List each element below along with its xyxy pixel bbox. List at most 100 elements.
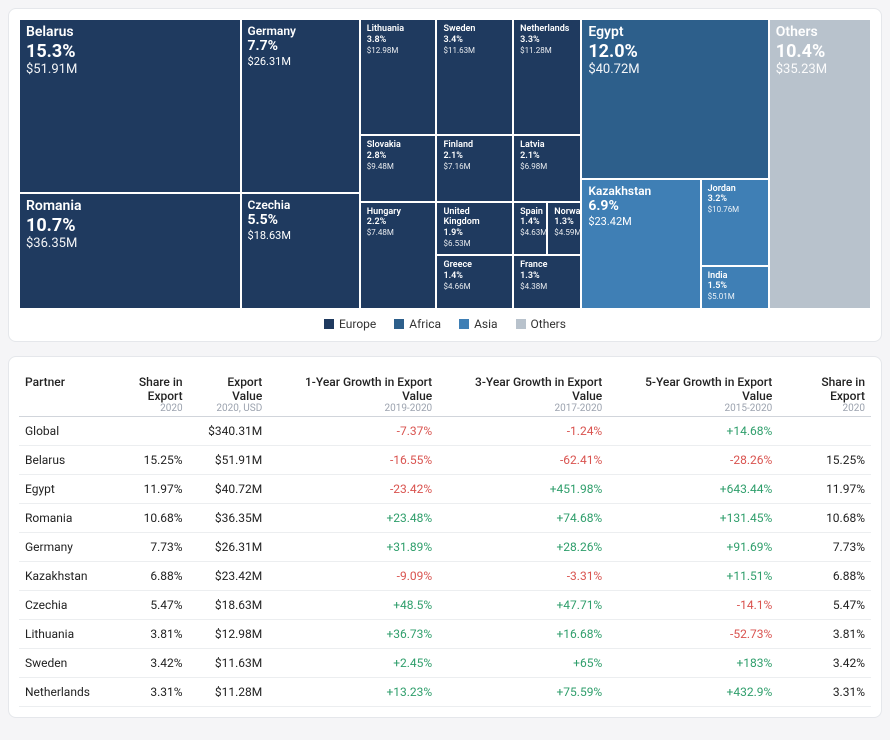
table-row[interactable]: Global$340.31M-7.37%-1.24%+14.68% [19, 417, 871, 446]
column-header[interactable]: 5-Year Growth in Export Value2015-2020 [608, 367, 778, 417]
treemap-cell[interactable]: Spain1.4%$4.63M [513, 202, 547, 256]
cell-pct: 1.9% [443, 228, 506, 239]
table-cell: +183% [608, 649, 778, 678]
column-header[interactable]: Partner [19, 367, 96, 417]
legend-label: Europe [339, 317, 376, 331]
treemap-cell[interactable]: France1.3%$4.38M [513, 255, 581, 309]
treemap-cell[interactable]: Netherlands3.3%$11.28M [513, 19, 581, 135]
treemap-cell[interactable]: Kazakhstan6.9%$23.42M [581, 179, 700, 310]
treemap-cell[interactable]: Romania10.7%$36.35M [19, 193, 241, 309]
legend-item[interactable]: Europe [324, 317, 376, 331]
treemap-cell[interactable]: United Kingdom1.9%$6.53M [436, 202, 513, 256]
column-title: Partner [25, 375, 65, 389]
table-cell: +47.71% [438, 591, 608, 620]
treemap-cell[interactable]: Germany7.7%$26.31M [241, 19, 360, 193]
cell-name: Hungary [367, 207, 430, 218]
treemap-cell[interactable]: Egypt12.0%$40.72M [581, 19, 768, 179]
cell-value: $40.72M [588, 62, 761, 78]
legend-label: Asia [474, 317, 497, 331]
table-cell: +74.68% [438, 504, 608, 533]
column-header[interactable]: Share in Export2020 [778, 367, 871, 417]
cell-value: $4.59M [554, 228, 574, 238]
table-cell: -16.55% [268, 446, 438, 475]
cell-name: Romania [26, 198, 234, 215]
table-cell: 15.25% [778, 446, 871, 475]
cell-value: $26.31M [248, 55, 353, 68]
treemap-cell[interactable]: Belarus15.3%$51.91M [19, 19, 241, 193]
table-cell: +451.98% [438, 475, 608, 504]
table-cell: $36.35M [189, 504, 269, 533]
table-cell: 5.47% [778, 591, 871, 620]
treemap-cell[interactable]: Slovakia2.8%$9.48M [360, 135, 437, 202]
cell-name: Lithuania [367, 24, 430, 35]
table-cell: +31.89% [268, 533, 438, 562]
table-row[interactable]: Lithuania3.81%$12.98M+36.73%+16.68%-52.7… [19, 620, 871, 649]
table-row[interactable]: Romania10.68%$36.35M+23.48%+74.68%+131.4… [19, 504, 871, 533]
table-cell: $26.31M [189, 533, 269, 562]
treemap-cell[interactable]: Sweden3.4%$11.63M [436, 19, 513, 135]
table-row[interactable]: Belarus15.25%$51.91M-16.55%-62.41%-28.26… [19, 446, 871, 475]
table-row[interactable]: Netherlands3.31%$11.28M+13.23%+75.59%+43… [19, 678, 871, 707]
table-row[interactable]: Czechia5.47%$18.63M+48.5%+47.71%-14.1%5.… [19, 591, 871, 620]
table-cell: -62.41% [438, 446, 608, 475]
column-header[interactable]: 3-Year Growth in Export Value2017-2020 [438, 367, 608, 417]
cell-name: United Kingdom [443, 207, 506, 229]
table-cell: 3.31% [778, 678, 871, 707]
table-cell: $51.91M [189, 446, 269, 475]
table-row[interactable]: Sweden3.42%$11.63M+2.45%+65%+183%3.42% [19, 649, 871, 678]
table-cell: -23.42% [268, 475, 438, 504]
treemap-cell[interactable]: Jordan3.2%$10.76M [701, 179, 769, 266]
column-header[interactable]: 1-Year Growth in Export Value2019-2020 [268, 367, 438, 417]
table-header-row: PartnerShare in Export2020Export Value20… [19, 367, 871, 417]
cell-value: $35.23M [776, 62, 864, 78]
table-row[interactable]: Germany7.73%$26.31M+31.89%+28.26%+91.69%… [19, 533, 871, 562]
cell-pct: 2.1% [443, 151, 506, 162]
column-header[interactable]: Export Value2020, USD [189, 367, 269, 417]
table-cell: 3.42% [96, 649, 189, 678]
cell-name: Slovakia [367, 140, 430, 151]
table-cell: -52.73% [608, 620, 778, 649]
legend-item[interactable]: Others [516, 317, 566, 331]
column-header[interactable]: Share in Export2020 [96, 367, 189, 417]
cell-pct: 2.1% [520, 151, 574, 162]
treemap-card: Belarus15.3%$51.91MRomania10.7%$36.35MGe… [8, 8, 882, 342]
treemap-cell[interactable]: Others10.4%$35.23M [769, 19, 871, 309]
treemap-legend: Europe Africa Asia Others [19, 317, 871, 331]
table-cell: Netherlands [19, 678, 96, 707]
treemap-cell[interactable]: Latvia2.1%$6.98M [513, 135, 581, 202]
treemap-cell[interactable]: Lithuania3.8%$12.98M [360, 19, 437, 135]
legend-label: Others [531, 317, 566, 331]
legend-item[interactable]: Africa [394, 317, 441, 331]
column-subtitle: 2020, USD [195, 403, 263, 414]
treemap-cell[interactable]: Czechia5.5%$18.63M [241, 193, 360, 309]
treemap-cell[interactable]: Norway1.3%$4.59M [547, 202, 581, 256]
table-cell: 10.68% [778, 504, 871, 533]
table-cell: -7.37% [268, 417, 438, 446]
treemap-cell[interactable]: Greece1.4%$4.66M [436, 255, 513, 309]
cell-pct: 1.5% [708, 281, 762, 292]
table-row[interactable]: Egypt11.97%$40.72M-23.42%+451.98%+643.44… [19, 475, 871, 504]
treemap-cell[interactable]: Finland2.1%$7.16M [436, 135, 513, 202]
table-cell: $18.63M [189, 591, 269, 620]
table-row[interactable]: Kazakhstan6.88%$23.42M-9.09%-3.31%+11.51… [19, 562, 871, 591]
table-cell: 11.97% [778, 475, 871, 504]
table-cell: $340.31M [189, 417, 269, 446]
treemap-cell[interactable]: India1.5%$5.01M [701, 266, 769, 310]
table-cell: +36.73% [268, 620, 438, 649]
table-cell: +643.44% [608, 475, 778, 504]
table-cell: 10.68% [96, 504, 189, 533]
table-cell: Global [19, 417, 96, 446]
table-cell: Lithuania [19, 620, 96, 649]
cell-name: Latvia [520, 140, 574, 151]
table-cell: +75.59% [438, 678, 608, 707]
legend-label: Africa [409, 317, 441, 331]
column-subtitle: 2020 [784, 403, 865, 414]
cell-value: $11.63M [443, 46, 506, 56]
cell-value: $6.98M [520, 162, 574, 172]
table-cell: +91.69% [608, 533, 778, 562]
legend-item[interactable]: Asia [459, 317, 497, 331]
table-cell: 15.25% [96, 446, 189, 475]
cell-pct: 15.3% [26, 41, 234, 63]
cell-value: $4.66M [443, 282, 506, 292]
treemap-cell[interactable]: Hungary2.2%$7.48M [360, 202, 437, 309]
